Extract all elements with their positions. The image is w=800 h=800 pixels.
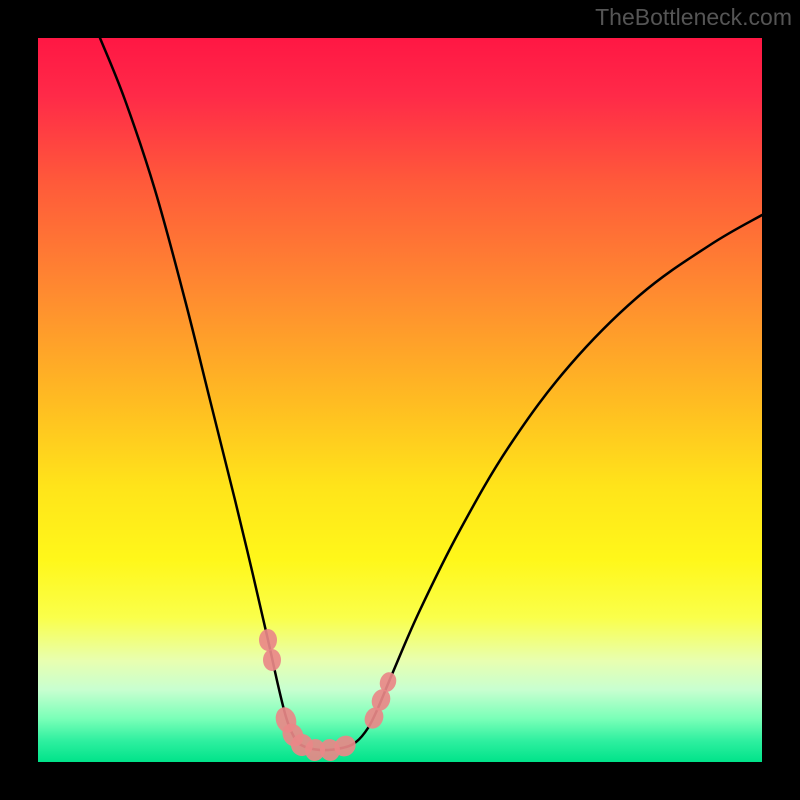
curve-marker bbox=[259, 629, 277, 651]
chart-container: TheBottleneck.com bbox=[0, 0, 800, 800]
curve-marker bbox=[263, 649, 281, 671]
watermark-label: TheBottleneck.com bbox=[595, 4, 792, 31]
chart-svg bbox=[0, 0, 800, 800]
